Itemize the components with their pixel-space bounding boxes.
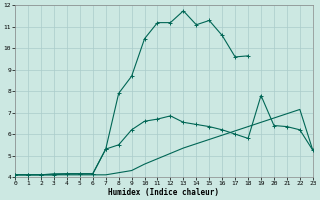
X-axis label: Humidex (Indice chaleur): Humidex (Indice chaleur): [108, 188, 220, 197]
